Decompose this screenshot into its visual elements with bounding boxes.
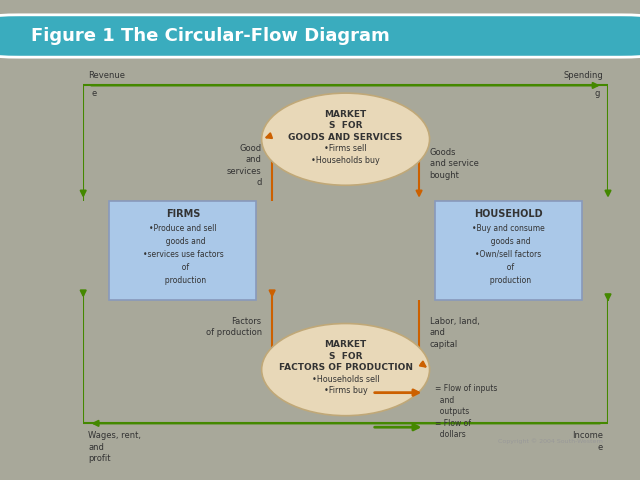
Text: Factors: Factors (232, 316, 262, 325)
Text: and service: and service (429, 159, 479, 168)
Text: •Buy and consume: •Buy and consume (472, 224, 545, 233)
Ellipse shape (262, 93, 429, 185)
Text: and: and (435, 396, 454, 405)
Text: e: e (91, 89, 97, 98)
FancyBboxPatch shape (0, 15, 640, 57)
Text: MARKET: MARKET (324, 340, 367, 349)
Text: goods and: goods and (161, 237, 205, 246)
Text: d: d (256, 178, 262, 187)
Text: Revenue: Revenue (88, 71, 125, 80)
Text: of production: of production (205, 328, 262, 337)
Text: MARKET: MARKET (324, 110, 367, 119)
Text: •Households sell: •Households sell (312, 375, 380, 384)
Text: •Produce and sell: •Produce and sell (149, 224, 217, 233)
Text: and: and (246, 155, 262, 164)
Text: FACTORS OF PRODUCTION: FACTORS OF PRODUCTION (278, 363, 413, 372)
Text: of: of (177, 263, 189, 272)
Text: outputs: outputs (435, 408, 469, 416)
Text: bought: bought (429, 170, 460, 180)
Text: g: g (595, 89, 600, 98)
Text: HOUSEHOLD: HOUSEHOLD (474, 209, 543, 219)
Text: GOODS AND SERVICES: GOODS AND SERVICES (289, 133, 403, 142)
Text: Figure 1 The Circular-Flow Diagram: Figure 1 The Circular-Flow Diagram (31, 27, 390, 45)
Text: = Flow of: = Flow of (435, 419, 471, 428)
Text: S  FOR: S FOR (329, 352, 362, 360)
Text: Income: Income (572, 431, 603, 440)
Text: and: and (88, 443, 104, 452)
Text: FIRMS: FIRMS (166, 209, 200, 219)
Text: •services use factors: •services use factors (143, 250, 223, 259)
FancyBboxPatch shape (109, 201, 257, 300)
Text: •Households buy: •Households buy (311, 156, 380, 165)
Text: profit: profit (88, 454, 111, 463)
Text: goods and: goods and (486, 237, 531, 246)
Text: and: and (429, 328, 445, 337)
Text: of: of (502, 263, 515, 272)
Text: •Firms buy: •Firms buy (324, 386, 367, 395)
Text: dollars: dollars (435, 431, 465, 439)
Text: capital: capital (429, 339, 458, 348)
Text: Spending: Spending (563, 71, 603, 80)
Text: •Own/sell factors: •Own/sell factors (475, 250, 541, 259)
Text: •Firms sell: •Firms sell (324, 144, 367, 153)
Text: Goods: Goods (429, 147, 456, 156)
Text: = Flow of inputs: = Flow of inputs (435, 384, 497, 393)
Text: production: production (485, 276, 531, 285)
Text: Wages, rent,: Wages, rent, (88, 431, 141, 440)
Text: Labor, land,: Labor, land, (429, 316, 479, 325)
FancyBboxPatch shape (435, 201, 582, 300)
Text: e: e (598, 443, 603, 452)
Text: services: services (227, 167, 262, 176)
Ellipse shape (262, 324, 429, 416)
Text: S  FOR: S FOR (329, 121, 362, 130)
Text: Good: Good (239, 144, 262, 153)
Text: production: production (160, 276, 206, 285)
Text: Copyright © 2004 South-Western: Copyright © 2004 South-Western (498, 439, 603, 444)
